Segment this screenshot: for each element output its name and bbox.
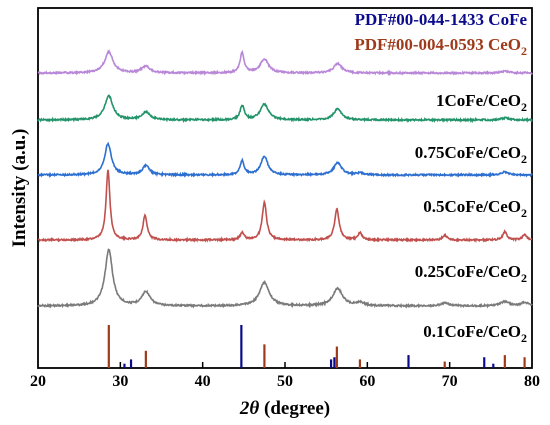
reference-lines: [107, 325, 526, 368]
series-label: 0.1CoFe/CeO2: [423, 322, 527, 345]
x-tick-label: 50: [277, 373, 293, 390]
series-label: 0.5CoFe/CeO2: [423, 197, 527, 220]
x-tick-label: 30: [112, 373, 128, 390]
plot-frame: [37, 7, 533, 369]
legend-entry-cofe: PDF#00-044-1433 CoFe: [355, 10, 528, 29]
y-axis-title: Intensity (a.u.): [9, 129, 30, 248]
x-axis-title: 2θ (degree): [239, 398, 330, 419]
x-tick-label: 40: [195, 373, 211, 390]
series-line: [37, 169, 533, 244]
legend-entry-ceo2: PDF#00-004-0593 CeO2: [354, 35, 527, 58]
legend: PDF#00-044-1433 CoFe PDF#00-004-0593 CeO…: [354, 10, 527, 58]
x-tick-label: 60: [359, 373, 375, 390]
series-curves: [37, 48, 533, 309]
x-tick-label: 70: [442, 373, 458, 390]
curve-labels: 0.1CoFe/CeO2 0.25CoFe/CeO2 0.5CoFe/CeO2 0.7…: [415, 91, 527, 345]
series-line: [37, 94, 533, 124]
x-tick-label: 80: [524, 373, 540, 390]
series-label: 0.25CoFe/CeO2: [415, 262, 527, 285]
series-label: 0.75CoFe/CeO2: [415, 143, 527, 166]
series-label: 1CoFe/CeO2: [436, 91, 527, 114]
series-line: [37, 248, 533, 309]
series-line: [37, 141, 533, 179]
x-axis-ticks: 20 30 40 50 60 70 80: [30, 362, 540, 390]
series-line: [37, 48, 533, 77]
x-tick-label: 20: [30, 373, 46, 390]
